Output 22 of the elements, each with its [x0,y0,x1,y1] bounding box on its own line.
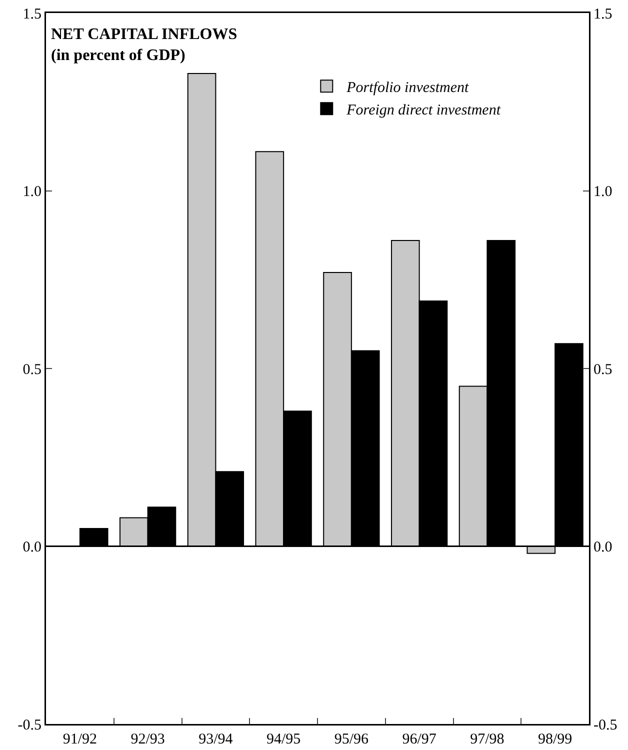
x-tick-label: 97/98 [470,732,504,748]
y-tick-label: 0.5 [22,362,42,378]
x-tick-label: 96/97 [402,732,437,748]
y2-tick-label: 1.0 [594,184,612,200]
x-tick-label: 94/95 [266,732,301,748]
text: (in percent of GDP) [51,46,186,64]
legend-label: Foreign direct investment [346,102,502,118]
y-tick-label: 0.0 [22,540,42,556]
text: NET CAPITAL INFLOWS [51,26,238,43]
x-tick-label: 95/96 [334,732,370,748]
x-tick-label: 98/99 [538,732,572,748]
y-tick-label: -0.5 [18,717,42,734]
y2-tick-label: 1.5 [594,6,612,22]
x-tick-label: 92/93 [130,732,165,748]
y2-tick-label: -0.5 [594,717,618,734]
legend-label: Portfolio investment [346,80,470,96]
x-tick-label: 93/94 [198,732,234,748]
y2-tick-label: 0.5 [594,362,612,378]
y-tick-label: 1.0 [22,184,42,200]
x-tick-label: 91/92 [62,732,98,748]
y2-tick-label: 0.0 [594,540,612,556]
y-tick-label: 1.5 [22,6,42,22]
